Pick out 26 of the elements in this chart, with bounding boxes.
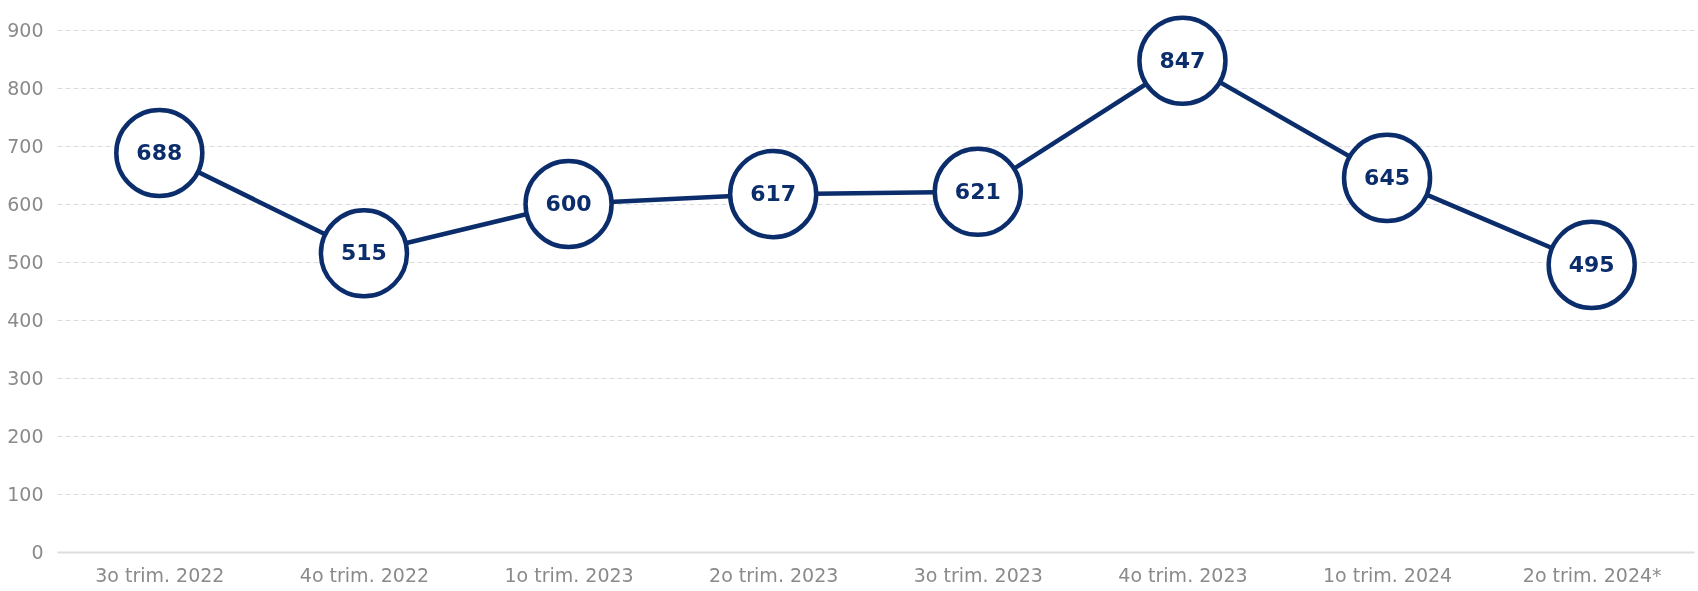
x-tick-label: 2o trim. 2023 — [709, 563, 839, 586]
x-tick-label: 4o trim. 2022 — [299, 563, 430, 586]
data-label: 515 — [340, 240, 387, 266]
x-tick-label: 1o trim. 2024 — [1322, 563, 1453, 586]
y-tick-label: 100 — [7, 482, 44, 505]
y-tick-label: 500 — [7, 250, 44, 273]
y-tick-label: 800 — [7, 76, 44, 99]
data-label: 495 — [1568, 251, 1615, 277]
x-tick-label: 1o trim. 2023 — [504, 563, 634, 586]
y-tick-label: 200 — [7, 424, 44, 447]
y-tick-label: 700 — [7, 134, 44, 157]
y-tick-label: 600 — [7, 192, 44, 215]
data-label: 621 — [954, 178, 1001, 204]
x-tick-label: 4o trim. 2023 — [1118, 563, 1248, 586]
data-label: 617 — [750, 181, 797, 207]
y-tick-label: 300 — [7, 366, 44, 389]
data-label: 645 — [1364, 164, 1411, 190]
x-tick-label: 2o trim. 2024* — [1522, 563, 1662, 586]
data-label: 847 — [1159, 47, 1206, 73]
x-tick-label: 3o trim. 2022 — [95, 563, 225, 586]
y-tick-label: 400 — [7, 308, 44, 331]
data-label: 600 — [545, 191, 592, 216]
data-label: 688 — [136, 139, 183, 165]
y-tick-label: 900 — [7, 18, 44, 41]
x-tick-label: 3o trim. 2023 — [913, 563, 1043, 586]
y-tick-label: 0 — [31, 540, 44, 563]
